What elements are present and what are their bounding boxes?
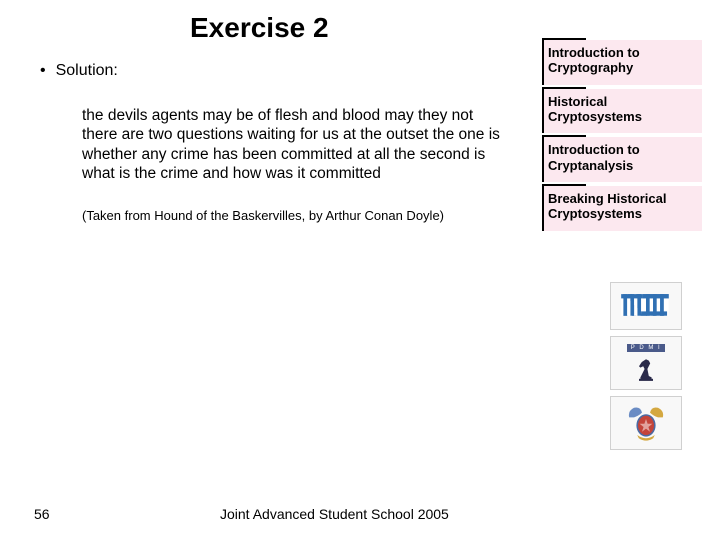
horse-icon bbox=[632, 355, 660, 383]
footer-text: Joint Advanced Student School 2005 bbox=[220, 506, 449, 522]
solution-bullet: • Solution: bbox=[40, 62, 500, 80]
bullet-dot: • bbox=[40, 62, 46, 80]
sidebar-item-intro-crypto: Introduction to Cryptography bbox=[542, 40, 702, 85]
page-number: 56 bbox=[34, 506, 50, 522]
sidebar-icons: P D M I bbox=[610, 282, 690, 456]
pdmi-logo-icon: P D M I bbox=[610, 336, 682, 390]
pdmi-label: P D M I bbox=[627, 344, 665, 352]
tum-logo-icon bbox=[610, 282, 682, 330]
crest-logo-icon bbox=[610, 396, 682, 450]
solution-label: Solution: bbox=[56, 62, 118, 80]
sidebar-item-historical: Historical Cryptosystems bbox=[542, 89, 702, 134]
sidebar-item-cryptanalysis: Introduction to Cryptanalysis bbox=[542, 137, 702, 182]
slide-title: Exercise 2 bbox=[190, 12, 329, 44]
sidebar-nav: Introduction to Cryptography Historical … bbox=[542, 40, 702, 235]
sidebar-item-breaking: Breaking Historical Cryptosystems bbox=[542, 186, 702, 231]
citation: (Taken from Hound of the Baskervilles, b… bbox=[82, 208, 500, 223]
solution-text: the devils agents may be of flesh and bl… bbox=[82, 106, 502, 184]
crest-icon bbox=[626, 403, 666, 443]
main-content: • Solution: the devils agents may be of … bbox=[40, 62, 500, 223]
